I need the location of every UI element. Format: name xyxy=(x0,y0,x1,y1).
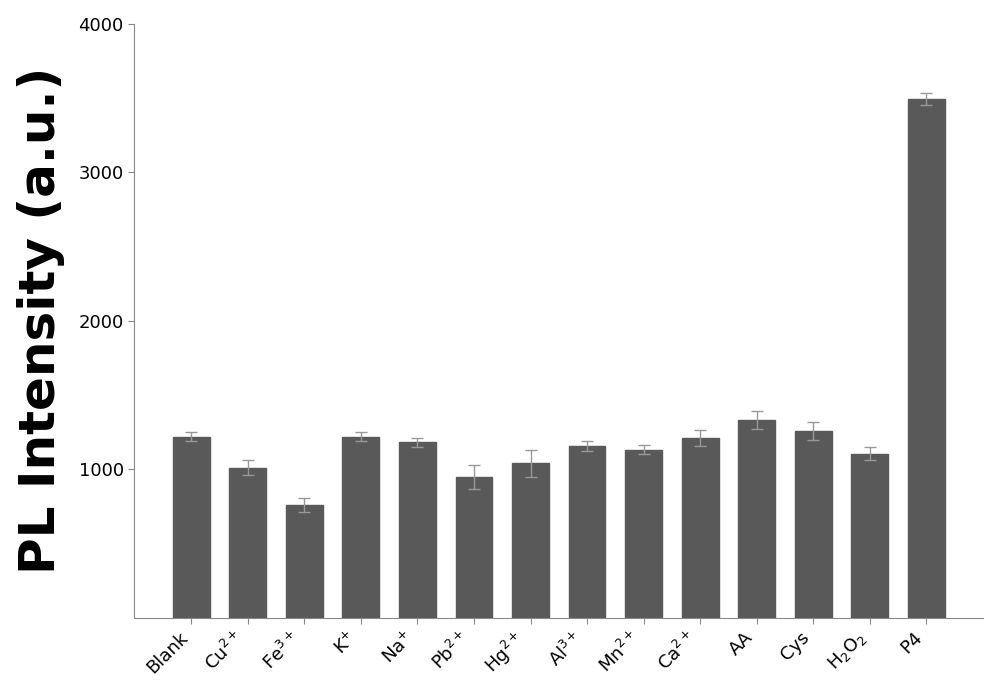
Bar xyxy=(682,438,719,618)
Bar xyxy=(908,99,945,618)
Bar xyxy=(399,443,436,618)
Bar xyxy=(512,464,549,618)
Bar xyxy=(851,454,888,618)
Bar xyxy=(229,468,266,618)
Bar xyxy=(173,436,210,618)
Bar xyxy=(625,450,662,618)
Y-axis label: PL Intensity (a.u.): PL Intensity (a.u.) xyxy=(17,67,65,574)
Bar xyxy=(738,420,775,618)
Bar xyxy=(286,505,323,618)
Bar xyxy=(795,431,832,618)
Bar xyxy=(569,446,605,618)
Bar xyxy=(456,477,492,618)
Bar xyxy=(342,436,379,618)
